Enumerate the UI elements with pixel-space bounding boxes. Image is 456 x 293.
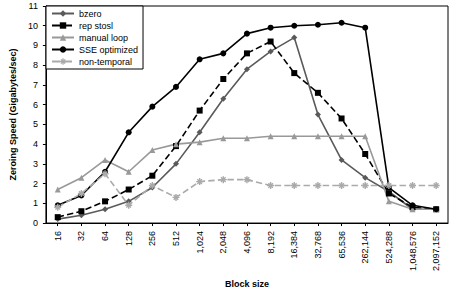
svg-text:Block size: Block size	[225, 279, 269, 289]
svg-text:65,536: 65,536	[337, 231, 347, 259]
svg-text:4,096: 4,096	[242, 231, 252, 254]
svg-text:256: 256	[147, 231, 157, 246]
svg-text:2,097,152: 2,097,152	[431, 231, 441, 271]
svg-text:rep stosl: rep stosl	[79, 21, 113, 31]
svg-text:32,768: 32,768	[313, 231, 323, 259]
svg-text:1,024: 1,024	[195, 231, 205, 254]
svg-text:SSE optimized: SSE optimized	[79, 45, 138, 55]
svg-text:9: 9	[33, 40, 38, 50]
svg-text:manual loop: manual loop	[79, 33, 128, 43]
svg-text:524,288: 524,288	[384, 231, 394, 264]
svg-text:4: 4	[33, 139, 38, 149]
svg-text:2,048: 2,048	[218, 231, 228, 254]
svg-text:16,384: 16,384	[289, 231, 299, 259]
svg-text:7: 7	[33, 80, 38, 90]
svg-text:64: 64	[100, 231, 110, 241]
svg-text:non-temporal: non-temporal	[79, 57, 132, 67]
svg-text:32: 32	[76, 231, 86, 241]
svg-text:1,048,576: 1,048,576	[408, 231, 418, 271]
svg-text:2: 2	[33, 179, 38, 189]
svg-text:16: 16	[53, 231, 63, 241]
svg-text:8: 8	[33, 60, 38, 70]
svg-text:6: 6	[33, 100, 38, 110]
svg-text:262,144: 262,144	[360, 231, 370, 264]
svg-text:8,192: 8,192	[266, 231, 276, 254]
svg-text:10: 10	[28, 21, 38, 31]
svg-text:1: 1	[33, 198, 38, 208]
svg-text:0: 0	[33, 218, 38, 228]
svg-text:3: 3	[33, 159, 38, 169]
svg-text:Zeroing Speed (Gigabytes/sec): Zeroing Speed (Gigabytes/sec)	[8, 49, 18, 181]
svg-text:11: 11	[29, 1, 38, 11]
svg-text:512: 512	[171, 231, 181, 246]
svg-text:128: 128	[124, 231, 134, 246]
svg-text:bzero: bzero	[79, 9, 102, 19]
svg-text:5: 5	[33, 119, 38, 129]
